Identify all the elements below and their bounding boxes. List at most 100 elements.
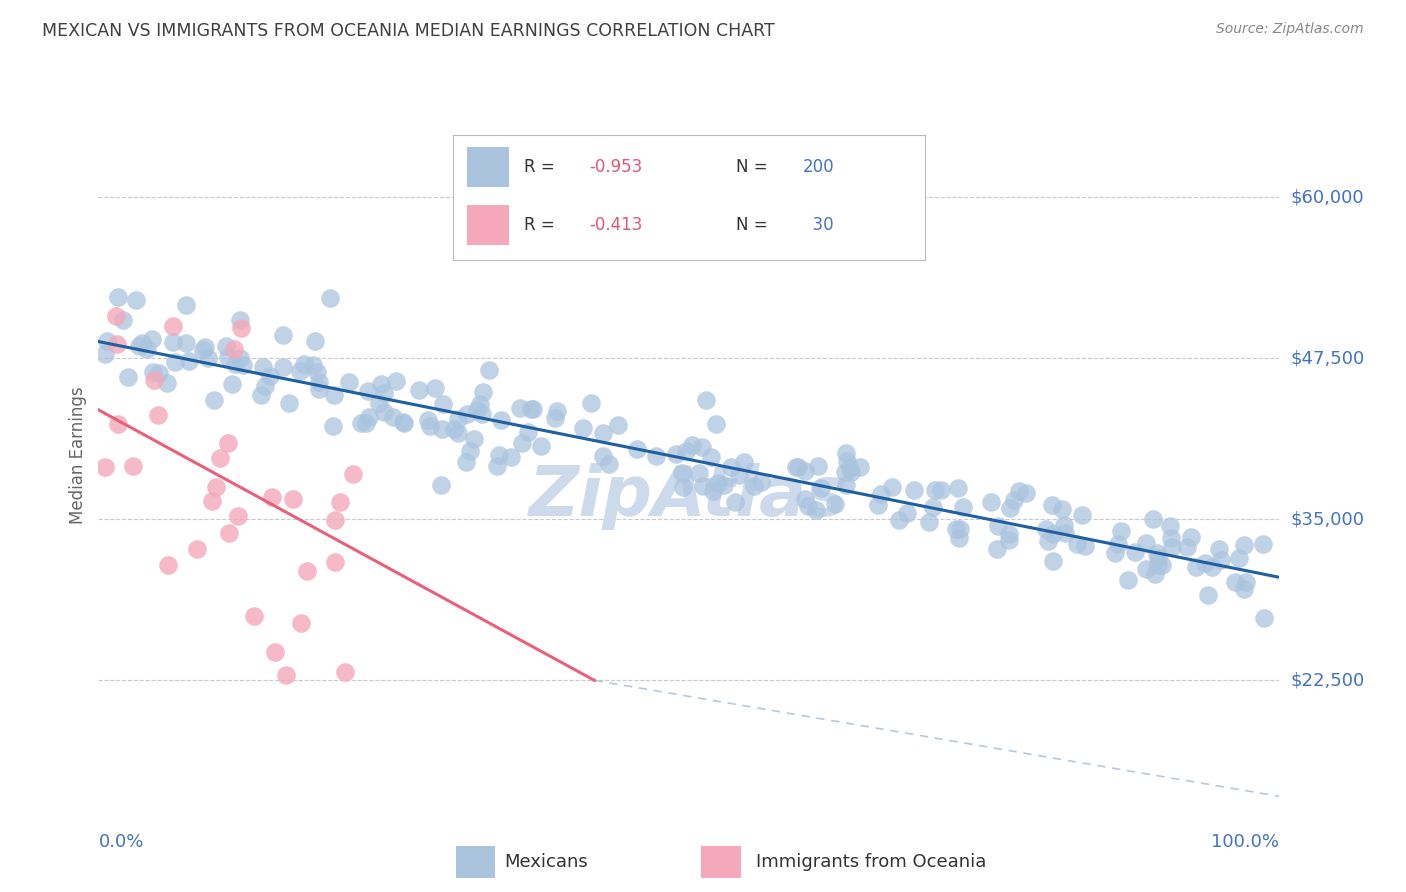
Point (690, 440, 713, 454)
Point (824, 497, 846, 511)
Point (447, 425, 470, 440)
Text: $47,500: $47,500 (1291, 350, 1365, 368)
Point (520, 401, 543, 416)
Point (276, 667, 298, 681)
Point (148, 409, 170, 423)
Point (785, 460, 807, 475)
Point (135, 342, 157, 356)
Point (416, 413, 439, 427)
Point (194, 340, 217, 354)
Point (356, 384, 378, 398)
Point (675, 443, 697, 458)
Point (252, 359, 274, 374)
Point (804, 502, 827, 516)
Point (323, 555, 346, 569)
Point (262, 491, 284, 505)
Point (749, 475, 772, 489)
Point (105, 337, 128, 351)
Point (998, 527, 1021, 541)
Point (839, 460, 862, 475)
Point (432, 397, 454, 411)
Point (229, 313, 252, 327)
Point (228, 351, 250, 365)
Point (672, 480, 695, 494)
Point (384, 374, 406, 388)
Point (329, 494, 352, 508)
Point (1142, 511, 1164, 525)
Point (1040, 498, 1063, 512)
Point (945, 522, 967, 536)
Point (626, 442, 648, 456)
Point (368, 395, 391, 409)
Point (305, 365, 328, 379)
Point (546, 404, 568, 418)
Point (271, 360, 294, 375)
Point (1197, 588, 1219, 602)
Point (486, 459, 509, 474)
Point (835, 446, 858, 460)
Point (357, 409, 380, 424)
Point (337, 375, 360, 389)
Point (176, 298, 198, 312)
Point (208, 451, 231, 466)
Point (217, 435, 239, 450)
Point (253, 379, 276, 393)
Point (713, 478, 735, 492)
Point (162, 318, 184, 333)
Point (793, 464, 815, 478)
Point (929, 483, 952, 497)
Point (1150, 558, 1173, 572)
Point (94, 347, 117, 361)
Point (1066, 537, 1088, 551)
Point (509, 401, 531, 415)
Point (1035, 522, 1057, 536)
Point (1135, 536, 1157, 550)
Point (1052, 517, 1074, 532)
Point (924, 483, 946, 498)
Point (471, 384, 494, 399)
Point (688, 466, 710, 480)
Point (142, 365, 165, 379)
Text: 0.0%: 0.0% (98, 833, 143, 851)
Point (949, 522, 972, 536)
Point (835, 478, 858, 492)
Point (197, 351, 219, 365)
Point (243, 609, 266, 624)
Point (1053, 525, 1076, 540)
Point (702, 483, 724, 498)
Point (866, 498, 889, 512)
Point (156, 376, 179, 390)
Point (322, 418, 344, 433)
Point (471, 407, 494, 421)
Point (277, 396, 299, 410)
Point (186, 542, 208, 557)
Point (1147, 558, 1170, 572)
Point (1160, 532, 1182, 546)
Point (335, 665, 357, 680)
Point (292, 357, 315, 371)
Point (468, 397, 491, 411)
Point (516, 425, 538, 439)
Point (392, 415, 415, 429)
Point (370, 376, 392, 391)
Point (224, 342, 246, 356)
Point (1161, 540, 1184, 554)
Point (381, 409, 404, 424)
Point (835, 453, 858, 467)
Point (141, 332, 163, 346)
Point (522, 402, 544, 417)
Y-axis label: Median Earnings: Median Earnings (69, 386, 87, 524)
Point (728, 467, 751, 482)
Point (458, 443, 481, 458)
Point (1015, 486, 1038, 500)
Point (215, 339, 238, 353)
Point (1074, 539, 1097, 553)
Point (720, 460, 742, 475)
Point (692, 478, 714, 492)
Point (205, 480, 228, 494)
Point (1227, 551, 1250, 566)
Point (288, 363, 311, 377)
Point (432, 422, 454, 436)
Point (1232, 538, 1254, 552)
Point (250, 388, 273, 402)
